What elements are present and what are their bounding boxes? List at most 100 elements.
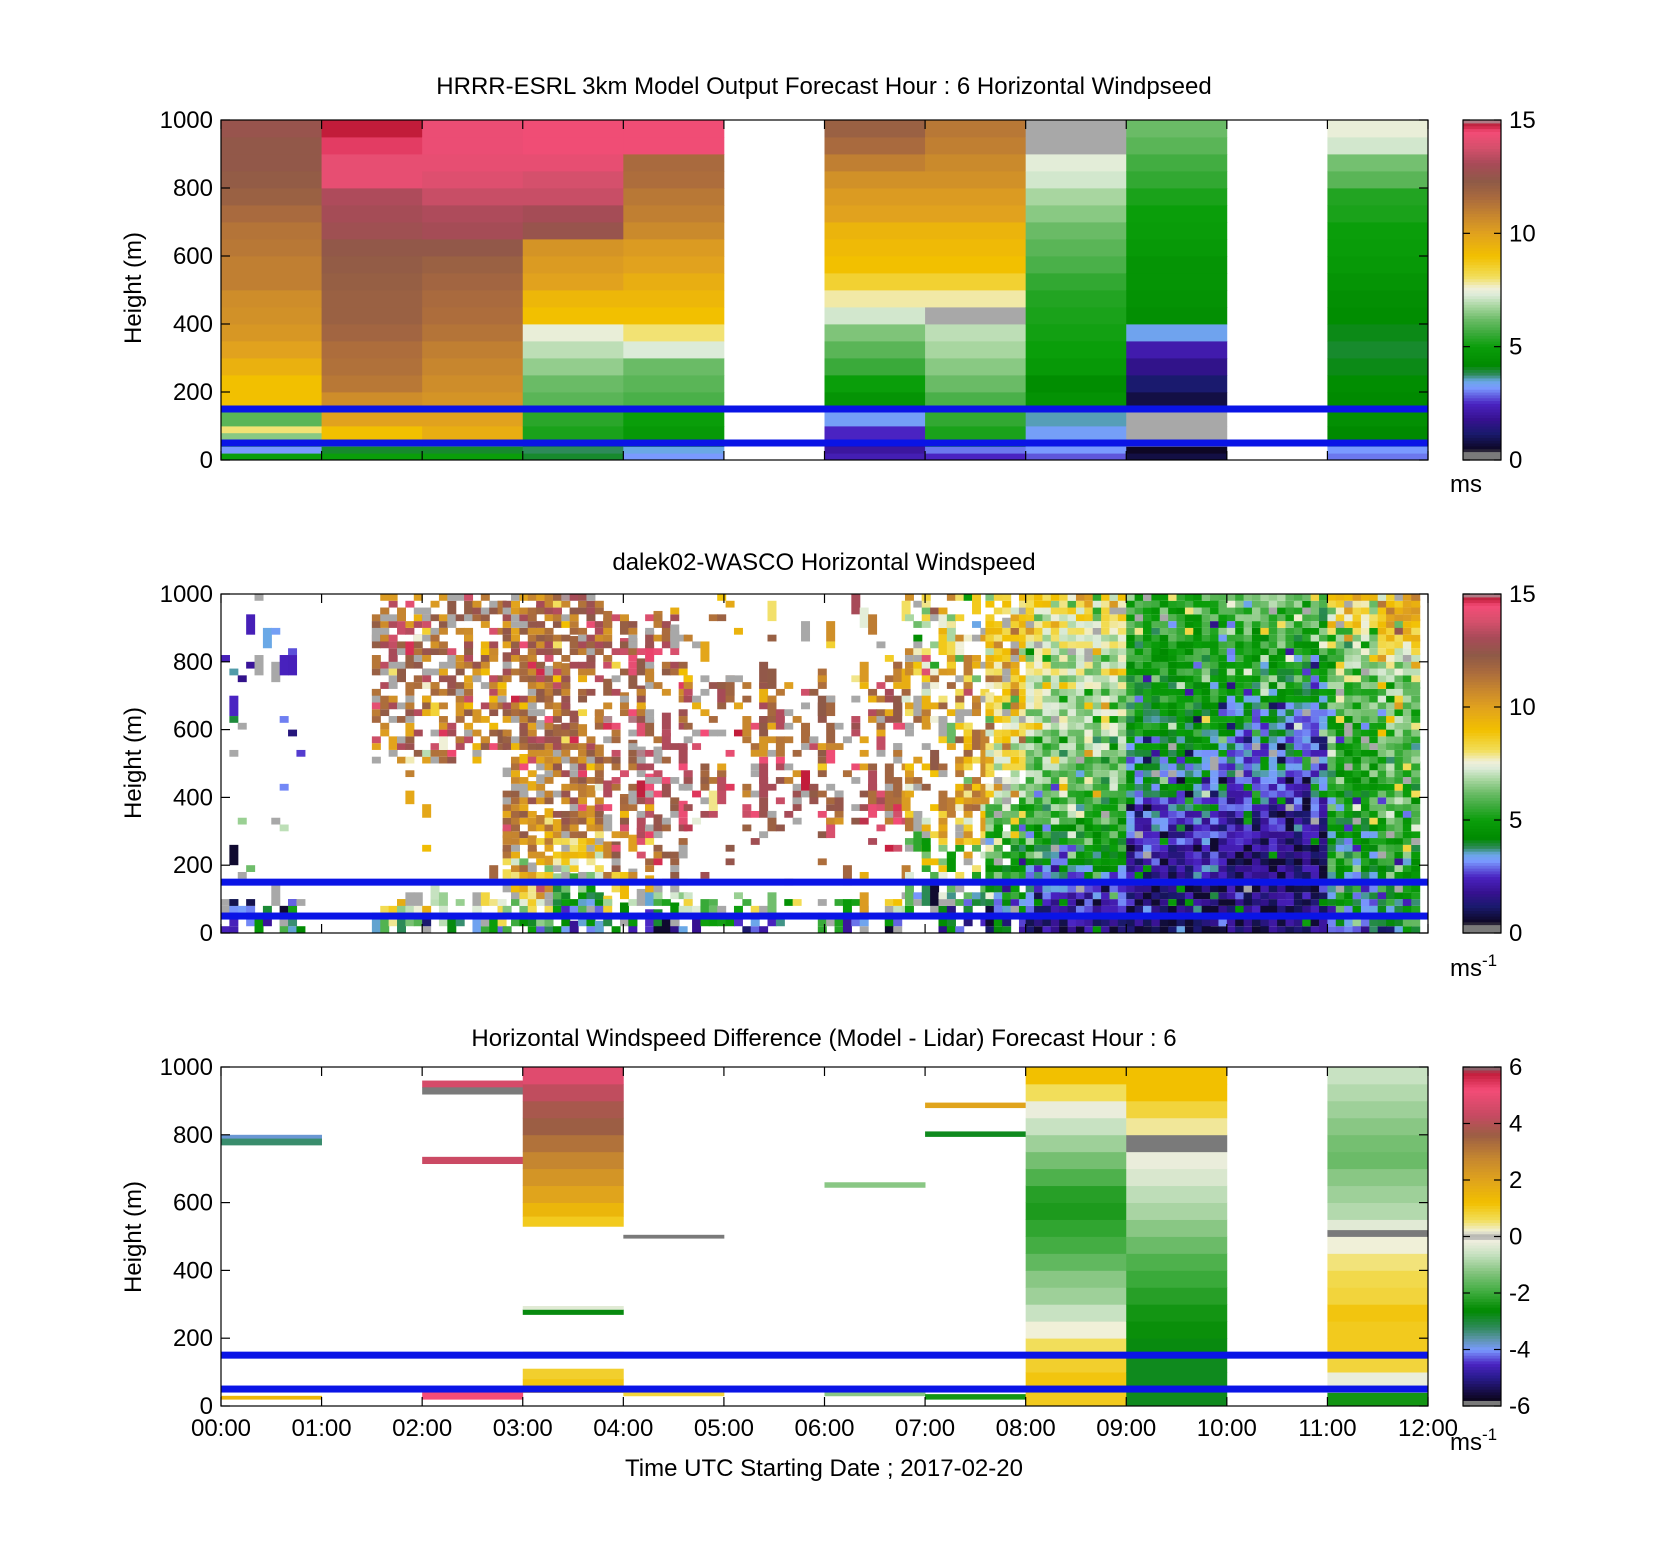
data-cell xyxy=(1402,885,1412,893)
data-cell xyxy=(708,919,718,927)
data-cell xyxy=(661,668,671,676)
data-cell xyxy=(1243,824,1253,832)
data-cell xyxy=(388,919,398,927)
data-cell xyxy=(1109,668,1119,676)
colorbar-swatch xyxy=(1463,1185,1501,1190)
data-cell xyxy=(603,814,613,832)
colorbar-swatch xyxy=(1463,1182,1501,1187)
data-cell xyxy=(1084,661,1094,669)
data-cell xyxy=(1059,770,1069,778)
data-cell xyxy=(1335,756,1345,764)
data-cell xyxy=(1360,632,1370,642)
colorbar-swatch xyxy=(1463,420,1501,424)
data-cell xyxy=(1101,899,1111,906)
data-cell xyxy=(1059,883,1069,893)
data-cell xyxy=(826,621,836,642)
data-cell xyxy=(586,763,596,771)
data-cell xyxy=(1377,627,1387,635)
data-cell xyxy=(1201,797,1211,805)
data-cell xyxy=(1002,797,1012,805)
data-cell xyxy=(938,838,948,845)
data-cell xyxy=(1344,686,1354,696)
data-cell xyxy=(1101,729,1111,737)
data-cell xyxy=(536,838,546,845)
data-cell xyxy=(519,668,529,676)
data-cell xyxy=(1377,612,1387,622)
colorbar-swatch xyxy=(1463,148,1501,152)
data-cell xyxy=(692,912,702,933)
data-cell xyxy=(1018,817,1028,825)
colorbar-swatch xyxy=(1463,318,1501,322)
data-cell xyxy=(1243,729,1253,737)
data-cell xyxy=(884,763,894,784)
data-cell xyxy=(1277,831,1287,839)
data-cell xyxy=(1168,919,1178,927)
colorbar-swatch xyxy=(1463,142,1501,147)
data-cell xyxy=(1293,865,1303,872)
data-cell xyxy=(511,885,520,893)
data-cell xyxy=(972,702,982,710)
data-cell xyxy=(670,661,680,669)
data-cell xyxy=(1201,668,1211,676)
data-cell xyxy=(1369,926,1379,933)
data-cell xyxy=(636,831,646,839)
data-cell xyxy=(552,736,562,744)
data-cell xyxy=(1059,675,1069,683)
data-cell xyxy=(1025,641,1035,649)
data-cell xyxy=(1218,838,1228,845)
data-cell xyxy=(1327,625,1337,635)
data-cell xyxy=(993,895,1003,906)
data-cell xyxy=(955,614,965,622)
data-cell xyxy=(653,682,663,689)
data-cell xyxy=(380,668,390,676)
data-cell xyxy=(993,892,1003,900)
colorbar-swatch xyxy=(1463,817,1501,821)
data-cell xyxy=(438,756,448,764)
data-cell xyxy=(636,648,646,656)
data-cell xyxy=(1059,655,1069,662)
data-cell xyxy=(1360,885,1370,893)
data-cell xyxy=(536,604,546,615)
data-cell xyxy=(578,675,588,683)
data-cell xyxy=(1360,722,1370,730)
data-cell xyxy=(464,655,474,662)
data-cell xyxy=(1134,702,1144,710)
data-cell xyxy=(1101,777,1111,784)
data-cell xyxy=(1360,919,1370,927)
data-cell xyxy=(1210,621,1220,628)
data-cell xyxy=(1134,797,1144,805)
data-cell xyxy=(502,810,512,818)
data-cell xyxy=(1310,743,1320,750)
data-cell xyxy=(430,702,440,717)
data-cell xyxy=(1335,682,1345,689)
data-cell xyxy=(1159,614,1169,622)
data-cell xyxy=(868,614,878,635)
data-cell xyxy=(1369,770,1379,778)
data-cell xyxy=(1067,804,1077,811)
data-cell xyxy=(1310,716,1320,723)
data-cell xyxy=(447,655,457,669)
data-cell xyxy=(1369,851,1379,859)
data-cell xyxy=(921,865,931,872)
data-cell xyxy=(397,756,407,764)
data-cell xyxy=(552,819,562,832)
data-cell xyxy=(1143,865,1152,872)
data-cell xyxy=(502,804,512,811)
data-cell xyxy=(1151,682,1161,689)
data-cell xyxy=(972,634,982,642)
data-cell xyxy=(904,810,914,832)
colorbar-swatch xyxy=(1463,893,1501,897)
data-cell xyxy=(1059,659,1069,669)
data-cell xyxy=(824,375,926,393)
data-cell xyxy=(1042,682,1052,689)
data-cell xyxy=(1218,926,1228,933)
data-cell xyxy=(561,885,571,893)
colorbar-swatch xyxy=(1463,698,1501,702)
data-cell xyxy=(1018,716,1028,723)
data-cell xyxy=(1092,810,1102,818)
colorbar-swatch xyxy=(1463,1109,1501,1113)
data-cell xyxy=(842,770,852,778)
data-cell xyxy=(921,682,931,689)
data-cell xyxy=(1277,763,1287,771)
data-cell xyxy=(1210,736,1220,744)
